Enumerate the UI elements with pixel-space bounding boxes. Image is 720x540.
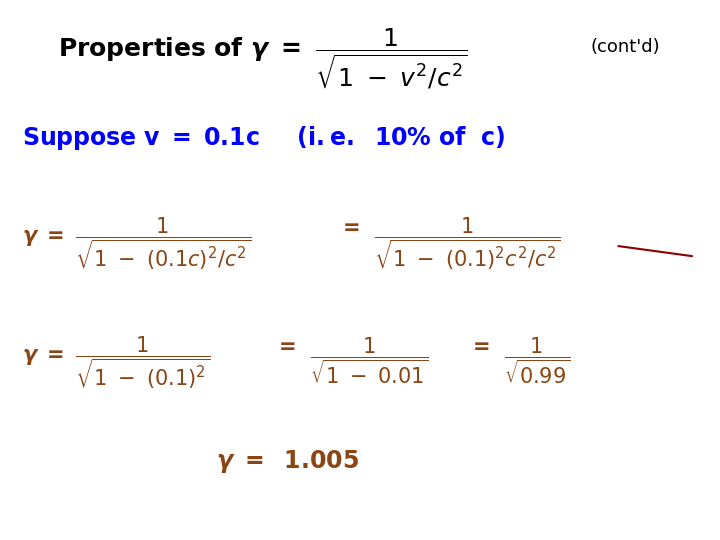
Text: $\boldsymbol{\gamma}$ $\mathbf{=}$ $\dfrac{1}{\sqrt{1\ -\ (0.1)^2}}$: $\boldsymbol{\gamma}$ $\mathbf{=}$ $\dfr… xyxy=(22,335,210,391)
Text: $\mathbf{Properties\ of}$ $\boldsymbol{\gamma}$ $\mathbf{=}$ $\dfrac{1}{\sqrt{1\: $\mathbf{Properties\ of}$ $\boldsymbol{\… xyxy=(58,27,467,92)
Text: $\dfrac{1}{\sqrt{1\ -\ (0.1)^2c^2/c^2}}$: $\dfrac{1}{\sqrt{1\ -\ (0.1)^2c^2/c^2}}$ xyxy=(374,216,562,272)
Text: $\mathbf{=}$: $\mathbf{=}$ xyxy=(274,335,295,355)
Text: $\boldsymbol{\gamma}$ $\mathbf{=\ \ 1.005}$: $\boldsymbol{\gamma}$ $\mathbf{=\ \ 1.00… xyxy=(216,448,359,475)
Text: $\mathbf{Suppose}$ $\mathbf{v\ =\ 0.1c}$     $\mathbf{(i.e.\ \ 10\%\ of\ \ c)}$: $\mathbf{Suppose}$ $\mathbf{v\ =\ 0.1c}$… xyxy=(22,124,505,152)
Text: (cont'd): (cont'd) xyxy=(590,38,660,56)
Text: $\boldsymbol{\gamma}$ $\mathbf{=}$ $\dfrac{1}{\sqrt{1\ -\ (0.1c)^2/c^2}}$: $\boldsymbol{\gamma}$ $\mathbf{=}$ $\dfr… xyxy=(22,216,251,272)
Text: $\mathbf{=}$: $\mathbf{=}$ xyxy=(468,335,490,355)
Text: $\dfrac{1}{\sqrt{0.99}}$: $\dfrac{1}{\sqrt{0.99}}$ xyxy=(504,335,570,386)
Text: $\dfrac{1}{\sqrt{1\ -\ 0.01}}$: $\dfrac{1}{\sqrt{1\ -\ 0.01}}$ xyxy=(310,335,428,386)
Text: $\mathbf{=}$: $\mathbf{=}$ xyxy=(338,216,360,236)
